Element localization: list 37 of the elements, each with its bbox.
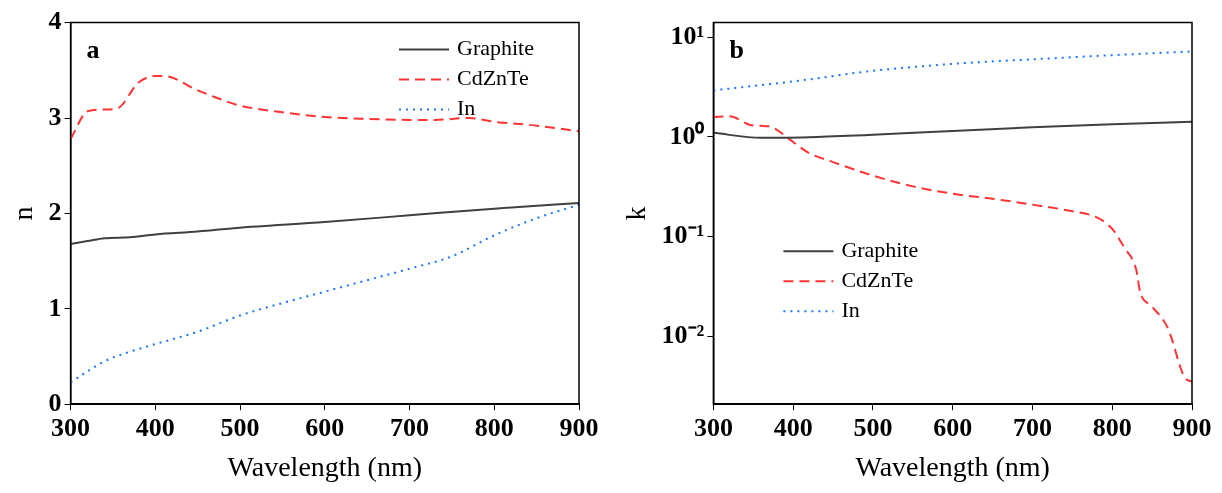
legend-label: Graphite bbox=[457, 35, 534, 61]
x-tick-label: 300 bbox=[693, 412, 733, 442]
y-tick-label: 10¹ bbox=[670, 20, 705, 50]
x-tick-label: 500 bbox=[853, 412, 893, 442]
y-axis-title: n bbox=[7, 206, 39, 221]
x-tick-label: 700 bbox=[1012, 412, 1052, 442]
x-tick-label: 900 bbox=[559, 412, 599, 442]
legend-label: In bbox=[841, 297, 860, 323]
x-tick-label: 400 bbox=[135, 412, 175, 442]
x-tick-label: 600 bbox=[933, 412, 973, 442]
line-series bbox=[713, 115, 1192, 384]
line-series bbox=[713, 120, 1192, 139]
y-tick-label: 4 bbox=[48, 6, 62, 36]
x-tick-label: 500 bbox=[220, 412, 260, 442]
y-axis-title: k bbox=[620, 206, 652, 221]
y-tick-label: 3 bbox=[48, 101, 62, 131]
x-tick-label: 800 bbox=[1092, 412, 1132, 442]
y-tick-label: 2 bbox=[48, 197, 62, 227]
x-tick-label: 400 bbox=[773, 412, 813, 442]
legend-label: CdZnTe bbox=[841, 267, 914, 293]
legend-label: CdZnTe bbox=[457, 65, 529, 91]
x-tick-label: 700 bbox=[390, 412, 430, 442]
annotation: a bbox=[86, 35, 100, 65]
x-axis-title: Wavelength (nm) bbox=[855, 450, 1050, 482]
x-axis-title: Wavelength (nm) bbox=[227, 450, 423, 482]
annotation: b bbox=[729, 35, 744, 65]
line-series bbox=[70, 201, 579, 245]
y-tick-label: 10⁻² bbox=[661, 320, 705, 350]
legend-label: Graphite bbox=[841, 237, 919, 263]
y-tick-label: 10⁻¹ bbox=[661, 220, 705, 250]
x-tick-label: 600 bbox=[305, 412, 345, 442]
x-tick-label: 900 bbox=[1172, 412, 1212, 442]
x-tick-label: 800 bbox=[474, 412, 514, 442]
line-series bbox=[70, 203, 579, 384]
y-tick-label: 10⁰ bbox=[669, 120, 706, 150]
y-tick-label: 1 bbox=[48, 292, 62, 322]
legend-label: In bbox=[457, 95, 476, 121]
